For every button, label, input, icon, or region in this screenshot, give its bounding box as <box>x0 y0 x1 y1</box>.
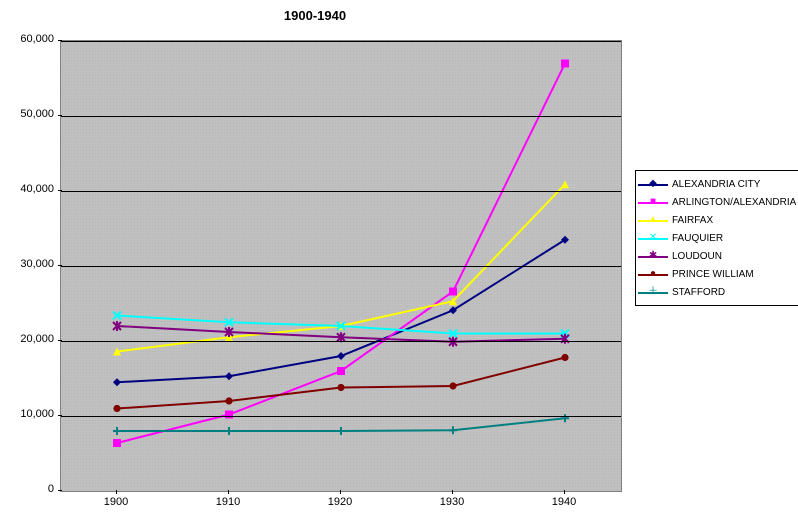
x-tick <box>452 490 453 494</box>
series-marker <box>449 426 457 434</box>
legend-label: PRINCE WILLIAM <box>668 269 754 280</box>
legend-marker-icon: ＋ <box>649 288 657 296</box>
legend-item: ■ ARLINGTON/ALEXANDRIA <box>638 193 796 211</box>
legend-swatch: ◆ <box>638 177 668 191</box>
legend-item: ▲ FAIRFAX <box>638 211 796 229</box>
x-axis-label: 1940 <box>544 496 584 508</box>
y-tick <box>58 115 62 116</box>
series-marker <box>449 288 457 296</box>
chart-title: 1900-1940 <box>0 8 630 23</box>
series-marker <box>225 411 233 419</box>
legend-swatch: ✱ <box>638 249 668 263</box>
series-line <box>117 240 565 383</box>
legend-marker-icon: ✕ <box>649 234 657 242</box>
x-axis-label: 1910 <box>208 496 248 508</box>
y-axis-label: 50,000 <box>4 108 54 120</box>
series-marker <box>561 354 568 361</box>
series-marker <box>561 60 569 68</box>
series-marker <box>225 372 233 380</box>
legend-swatch: ● <box>638 267 668 281</box>
x-tick <box>340 490 341 494</box>
series-marker <box>113 378 121 386</box>
legend-marker-icon: ◆ <box>649 180 657 188</box>
y-axis-label: 0 <box>4 483 54 495</box>
y-axis-label: 20,000 <box>4 333 54 345</box>
series-marker <box>337 367 345 375</box>
legend-item: ＋ STAFFORD <box>638 283 796 301</box>
legend-swatch: ■ <box>638 195 668 209</box>
legend-label: FAIRFAX <box>668 215 713 226</box>
y-tick <box>58 265 62 266</box>
legend-marker-icon: ■ <box>649 198 657 206</box>
legend-marker-icon: ✱ <box>649 252 657 260</box>
y-axis-label: 40,000 <box>4 183 54 195</box>
legend-marker-icon: ● <box>649 270 657 278</box>
y-tick <box>58 490 62 491</box>
legend-item: ✱ LOUDOUN <box>638 247 796 265</box>
series-line <box>117 358 565 409</box>
x-axis-label: 1920 <box>320 496 360 508</box>
legend-label: ALEXANDRIA CITY <box>668 179 760 190</box>
series-marker <box>225 427 233 435</box>
y-axis-label: 10,000 <box>4 408 54 420</box>
series-marker <box>449 382 456 389</box>
y-tick <box>58 190 62 191</box>
series-marker <box>225 397 232 404</box>
legend-item: ✕ FAUQUIER <box>638 229 796 247</box>
legend-label: FAUQUIER <box>668 233 723 244</box>
y-axis-label: 30,000 <box>4 258 54 270</box>
series-marker <box>113 427 121 435</box>
y-tick <box>58 40 62 41</box>
legend-swatch: ✕ <box>638 231 668 245</box>
legend-item: ◆ ALEXANDRIA CITY <box>638 175 796 193</box>
gridline <box>61 416 621 417</box>
x-tick <box>228 490 229 494</box>
gridline <box>61 266 621 267</box>
gridline <box>61 191 621 192</box>
chart-container: 1900-1940 ◆ ALEXANDRIA CITY ■ ARLINGTON/ALE… <box>0 0 798 532</box>
series-marker <box>337 352 345 360</box>
y-tick <box>58 415 62 416</box>
legend: ◆ ALEXANDRIA CITY ■ ARLINGTON/ALEXANDRIA ▲ FA… <box>635 170 798 306</box>
legend-item: ● PRINCE WILLIAM <box>638 265 796 283</box>
series-marker <box>561 180 569 188</box>
legend-label: LOUDOUN <box>668 251 722 262</box>
x-axis-label: 1900 <box>96 496 136 508</box>
gridline <box>61 41 621 42</box>
y-tick <box>58 340 62 341</box>
series-marker <box>113 439 121 447</box>
series-marker <box>337 427 345 435</box>
x-axis-label: 1930 <box>432 496 472 508</box>
plot-area <box>60 40 622 492</box>
x-tick <box>564 490 565 494</box>
legend-label: STAFFORD <box>668 287 725 298</box>
gridline <box>61 116 621 117</box>
series-marker <box>337 384 344 391</box>
legend-swatch: ＋ <box>638 285 668 299</box>
legend-swatch: ▲ <box>638 213 668 227</box>
series-marker <box>113 405 120 412</box>
legend-marker-icon: ▲ <box>649 216 657 224</box>
y-axis-label: 60,000 <box>4 33 54 45</box>
gridline <box>61 341 621 342</box>
legend-label: ARLINGTON/ALEXANDRIA <box>668 197 796 208</box>
x-tick <box>116 490 117 494</box>
